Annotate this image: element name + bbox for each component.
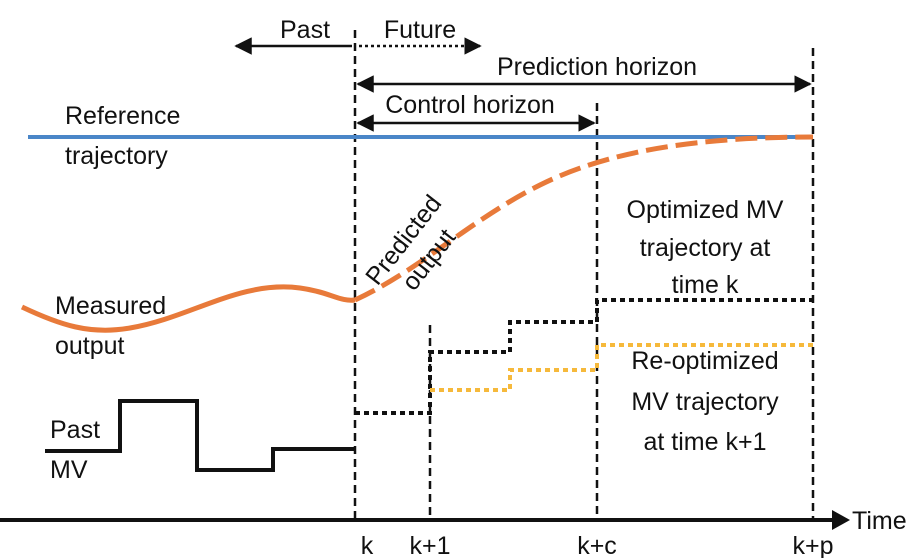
- reference-label: trajectory: [65, 142, 168, 170]
- control-horizon-label: Control horizon: [385, 91, 555, 119]
- future-label: Future: [384, 16, 456, 44]
- reoptimized-mv: [430, 343, 813, 392]
- reference-label: Reference: [65, 102, 180, 130]
- past-mv: [45, 399, 355, 472]
- past-label: Past: [280, 16, 330, 44]
- optimized-label: trajectory at: [640, 234, 771, 262]
- reoptimized-label: MV trajectory: [631, 388, 779, 416]
- tick-label: k+1: [409, 532, 450, 558]
- time-arrowhead: [832, 510, 850, 530]
- time-label: Time: [852, 507, 907, 535]
- optimized-mv: [355, 298, 813, 415]
- tick-label: k+c: [577, 532, 617, 558]
- past-mv-label: Past: [50, 416, 100, 444]
- measured-output: [20, 284, 356, 333]
- optimized-label: time k: [672, 271, 739, 299]
- tick-label: k+p: [792, 532, 833, 558]
- reoptimized-label: Re-optimized: [631, 347, 778, 375]
- optimized-label: Optimized MV: [627, 196, 784, 224]
- predicted-output: [353, 134, 814, 303]
- past-mv-label: MV: [50, 456, 88, 484]
- prediction-horizon-label: Prediction horizon: [497, 53, 697, 81]
- tick-label: k: [361, 532, 374, 558]
- predicted-label: Predicted output: [360, 190, 461, 296]
- measured-label: output: [55, 332, 125, 360]
- reoptimized-label: at time k+1: [644, 428, 767, 456]
- measured-label: Measured: [55, 292, 166, 320]
